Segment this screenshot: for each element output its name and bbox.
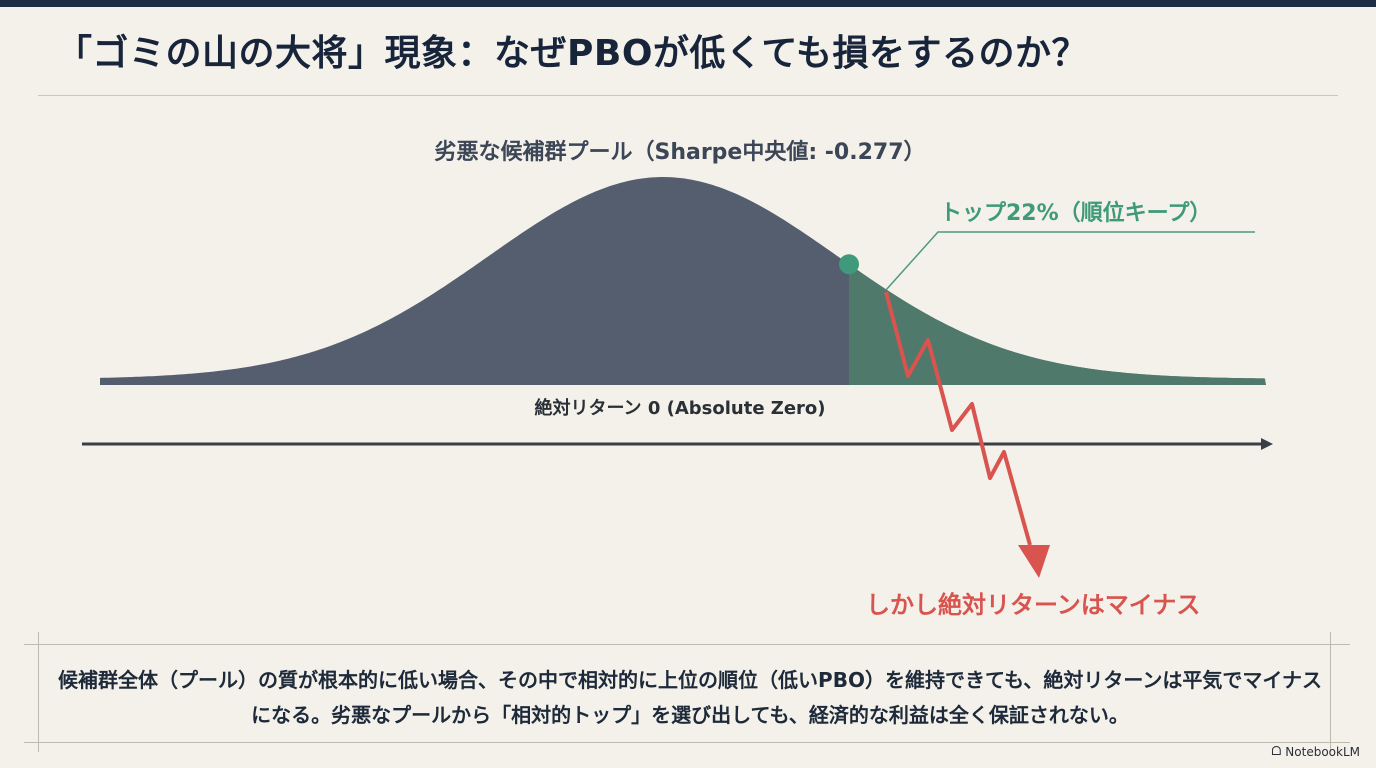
negative-return-label: しかし絶対リターンはマイナス: [866, 591, 1201, 619]
page-title: 「ゴミの山の大将」現象：なぜPBOが低くても損をするのか？: [56, 33, 1089, 74]
top-callout-label: トップ22%（順位キープ）: [940, 201, 1212, 226]
title-divider: [38, 95, 1338, 96]
notebooklm-icon: ᗝ: [1271, 744, 1282, 758]
callout-leader-line: [885, 231, 1255, 291]
top-position-marker: [839, 254, 859, 275]
arrow-head: [1018, 545, 1050, 578]
brand-footer: ᗝ NotebookLM: [1271, 744, 1360, 759]
axis-zero-label: 絶対リターン 0 (Absolute Zero): [534, 398, 826, 419]
pool-distribution-area: [100, 177, 1266, 385]
negative-return-arrow: [884, 291, 1032, 546]
brand-label: NotebookLM: [1285, 744, 1360, 759]
description-frame: [24, 632, 1350, 752]
top-accent-bar: [0, 0, 1376, 7]
top-tail-area: [849, 264, 1266, 385]
distribution-title: 劣悪な候補群プール（Sharpe中央値: -0.277）: [434, 140, 926, 165]
description-text: 候補群全体（プール）の質が根本的に低い場合、その中で相対的に上位の順位（低いPB…: [58, 668, 1322, 727]
